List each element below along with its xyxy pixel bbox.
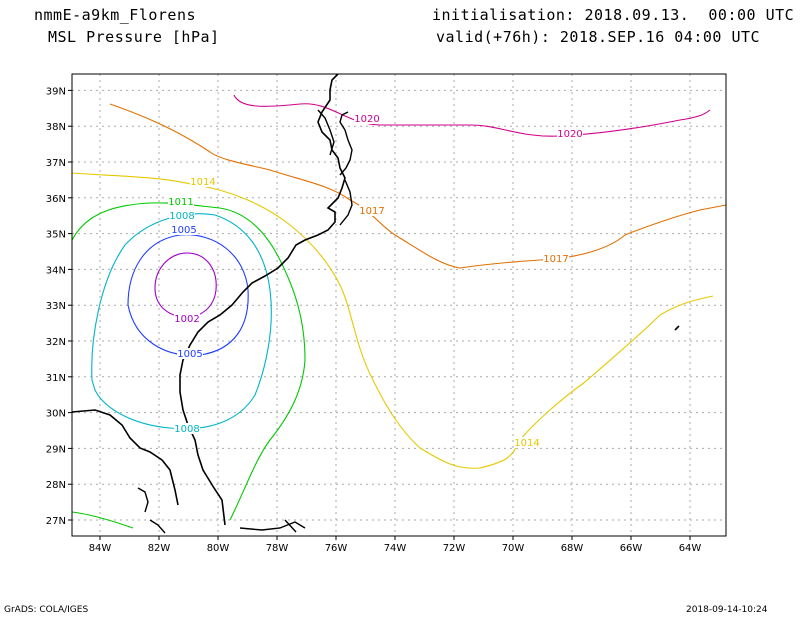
contour-label-bg: [543, 253, 569, 264]
valid-time: valid(+76h): 2018.SEP.16 04:00 UTC: [436, 28, 761, 46]
isobar-1005: [127, 234, 249, 356]
contour-label-c1017b: 1017: [543, 254, 568, 265]
lat-label: 34N: [46, 265, 66, 276]
lon-label: 84W: [89, 543, 112, 554]
contour-label-bg: [169, 210, 195, 221]
contour-label-c1002: 1002: [174, 314, 199, 325]
lat-label: 36N: [46, 194, 66, 205]
contour-label-bg: [174, 423, 200, 434]
florida-panhandle-coast: [71, 409, 179, 506]
isobar-1020: [233, 94, 711, 137]
contour-label-bg: [354, 113, 380, 124]
contour-label-bg: [168, 196, 194, 207]
chesapeake-coastline: [317, 109, 353, 176]
model-name: nmmE-a9km_Florens: [34, 6, 197, 24]
contour-label-bg: [171, 224, 197, 235]
cuba-bahamas-coast: [137, 487, 306, 534]
contour-label-bg: [557, 128, 583, 139]
lon-label: 68W: [561, 543, 584, 554]
lat-label: 30N: [46, 409, 66, 420]
timestamp-text: 2018-09-14-10:24: [686, 605, 768, 615]
lat-label: 35N: [46, 230, 66, 241]
contour-label-c1008a: 1008: [169, 211, 194, 222]
contour-label-c1011: 1011: [168, 197, 193, 208]
graticule: [72, 74, 726, 536]
bermuda-island: [674, 325, 680, 331]
us-east-coastline: [179, 73, 346, 526]
lat-label: 37N: [46, 158, 66, 169]
lon-label: 74W: [384, 543, 407, 554]
isobar-1011-south: [71, 511, 134, 529]
contour-label-bg: [190, 176, 216, 187]
lon-label: 72W: [443, 543, 466, 554]
contour-label-c1008b: 1008: [174, 424, 199, 435]
lat-label: 27N: [46, 516, 66, 527]
contour-label-c1020a: 1020: [354, 114, 379, 125]
lat-label: 38N: [46, 122, 66, 133]
isobar-1002: [154, 252, 217, 318]
plot-frame: [71, 73, 727, 537]
contour-label-bg: [174, 313, 200, 324]
isobar-1011: [71, 202, 306, 521]
lat-label: 32N: [46, 337, 66, 348]
contour-label-c1014a: 1014: [190, 177, 215, 188]
lon-label: 80W: [207, 543, 230, 554]
lon-label: 66W: [620, 543, 643, 554]
contour-label-c1017a: 1017: [359, 206, 384, 217]
isobar-1008: [91, 213, 272, 430]
contour-label-c1014b: 1014: [514, 438, 539, 449]
contour-label-c1020b: 1020: [557, 129, 582, 140]
lon-label: 76W: [325, 543, 348, 554]
lat-label: 31N: [46, 373, 66, 384]
contour-label-c1005b: 1005: [177, 349, 202, 360]
lat-label: 29N: [46, 444, 66, 455]
contour-label-bg: [359, 205, 385, 216]
credit-text: GrADS: COLA/IGES: [4, 605, 89, 615]
lon-label: 78W: [266, 543, 289, 554]
isobar-1017: [109, 103, 727, 269]
lat-label: 39N: [46, 86, 66, 97]
lon-label: 64W: [679, 543, 702, 554]
lon-label: 82W: [148, 543, 171, 554]
field-name: MSL Pressure [hPa]: [48, 28, 220, 46]
lat-label: 28N: [46, 480, 66, 491]
lon-label: 70W: [502, 543, 525, 554]
isobar-1014: [71, 172, 714, 469]
contour-label-c1005a: 1005: [171, 225, 196, 236]
lat-label: 33N: [46, 301, 66, 312]
contour-label-bg: [514, 437, 540, 448]
isobars: [71, 73, 727, 534]
contour-label-bg: [177, 348, 203, 359]
init-time: initialisation: 2018.09.13. 00:00 UTC: [432, 6, 795, 24]
outer-banks: [339, 179, 353, 226]
